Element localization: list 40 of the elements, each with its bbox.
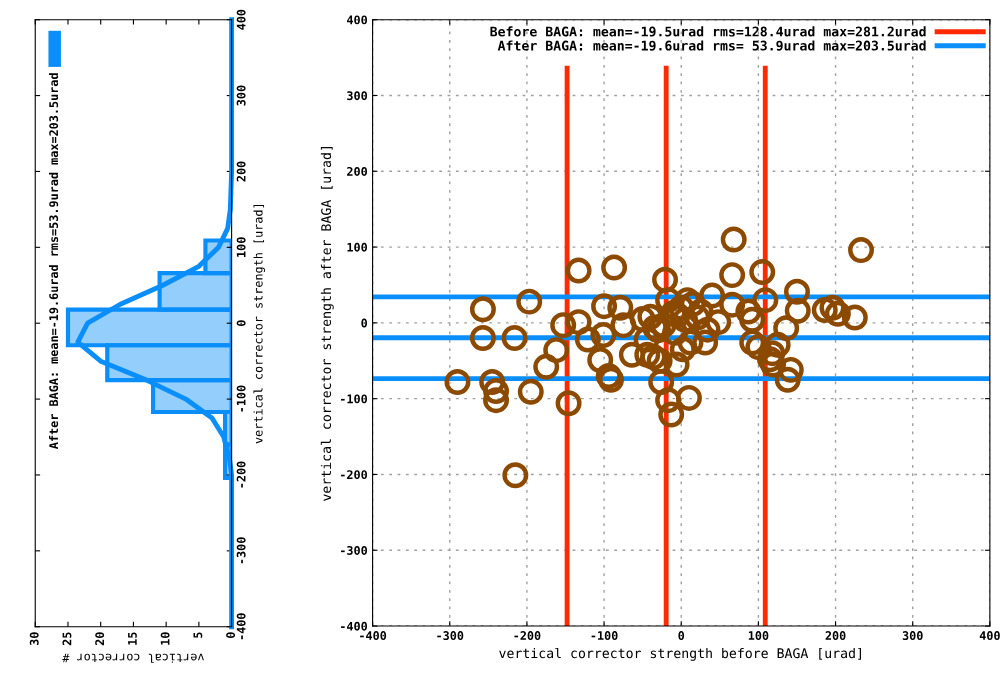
y-tick-label: 400	[347, 15, 368, 25]
text: After BAGA: mean=-19.6urad rms=53.9urad max=203.5urad	[48, 73, 59, 449]
x-tick-label: 25	[62, 632, 72, 646]
x-axis-title: vertical corrector #	[62, 653, 204, 663]
y-tick-label: -300	[341, 545, 368, 555]
y-tick-label: 200	[347, 167, 368, 176]
x-tick-label: 200	[825, 631, 846, 641]
y-tick-label: 300	[236, 85, 246, 106]
x-tick-label: -400	[360, 631, 387, 641]
y-tick-label: 200	[236, 161, 246, 182]
legend-label: After BAGA: mean=-19.6urad rms= 53.9urad max=203.5urad	[497, 40, 926, 51]
y-tick-label: -200	[341, 470, 368, 480]
y-tick-label: 100	[236, 237, 246, 257]
x-tick-label: 100	[748, 631, 769, 641]
y-tick-label: -200	[236, 461, 246, 488]
x-tick-label: 5	[193, 632, 203, 638]
y-axis-title: vertical corrector strength after BAGA [urad]	[320, 147, 334, 501]
y-tick-label: -100	[341, 394, 368, 404]
x-tick-label: 10	[160, 632, 170, 645]
x-tick-label: -100	[591, 631, 618, 641]
x-tick-label: 30	[29, 632, 39, 646]
y-tick-label: 100	[347, 242, 368, 252]
x-tick-label: 15	[128, 632, 137, 645]
x-tick-label: 400	[979, 631, 1000, 641]
x-axis-title: vertical corrector strength before BAGA [urad]	[499, 647, 861, 661]
y-tick-label: -400	[341, 621, 368, 631]
legend-label: Before BAGA: mean=-19.5urad rms=128.4urad max=281.2urad	[490, 26, 926, 37]
y-tick-label: -300	[236, 537, 246, 564]
y-tick-label: 0	[236, 320, 246, 327]
x-tick-label: 0	[226, 632, 236, 638]
y-tick-label: 400	[236, 9, 246, 30]
y-tick-label: -100	[236, 385, 246, 412]
x-tick-label: 300	[902, 631, 923, 641]
x-tick-label: 0	[678, 631, 685, 641]
y-axis-title: vertical corrector strength [urad]	[253, 205, 266, 444]
x-tick-label: 20	[95, 632, 105, 646]
y-tick-label: 300	[347, 91, 368, 101]
y-tick-label: 0	[361, 318, 368, 328]
x-tick-label: -200	[514, 631, 541, 641]
x-tick-label: -300	[437, 631, 464, 641]
